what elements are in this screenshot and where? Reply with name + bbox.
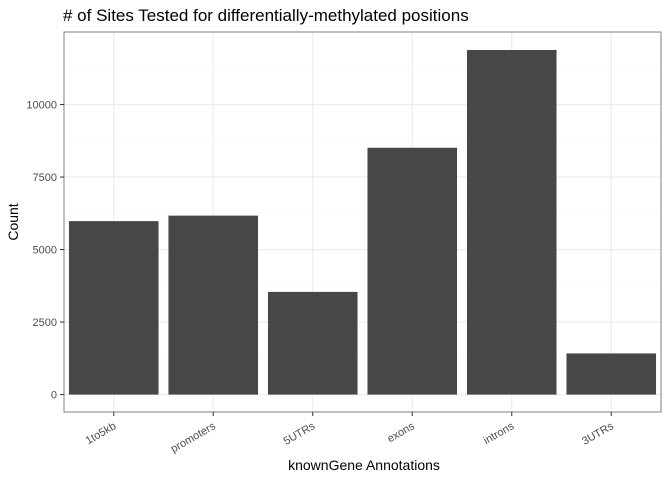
y-axis-title: Count bbox=[5, 203, 21, 240]
x-tick-label: exons bbox=[385, 420, 417, 445]
grid-lines bbox=[64, 32, 661, 412]
bar-exons bbox=[367, 147, 458, 395]
x-tick-label: 1to5kb bbox=[84, 420, 119, 447]
bar-3UTRs bbox=[566, 353, 657, 395]
y-tick-label: 7500 bbox=[33, 172, 57, 184]
y-tick-label: 2500 bbox=[33, 317, 57, 329]
panel-border bbox=[63, 31, 662, 413]
panel-background bbox=[64, 32, 661, 412]
bars bbox=[68, 49, 657, 395]
y-axis: 0 2500 5000 7500 10000 bbox=[26, 100, 64, 402]
x-tick-label: promoters bbox=[169, 420, 218, 455]
bar-1to5kb bbox=[68, 221, 159, 395]
bar-promoters bbox=[168, 215, 259, 395]
x-tick-label: 3UTRs bbox=[580, 420, 616, 448]
bar-5UTRs bbox=[267, 291, 358, 395]
x-axis-title: knownGene Annotations bbox=[288, 457, 440, 473]
y-tick-label: 0 bbox=[51, 390, 57, 402]
x-axis: 1to5kb promoters 5UTRs exons introns 3UTRs bbox=[84, 412, 616, 455]
y-tick-label: 5000 bbox=[33, 245, 57, 257]
x-tick-label: introns bbox=[482, 420, 517, 447]
y-tick-label: 10000 bbox=[26, 100, 57, 112]
x-tick-label: 5UTRs bbox=[282, 420, 318, 448]
bar-introns bbox=[466, 49, 557, 395]
chart-title: # of Sites Tested for differentially-met… bbox=[63, 6, 469, 25]
